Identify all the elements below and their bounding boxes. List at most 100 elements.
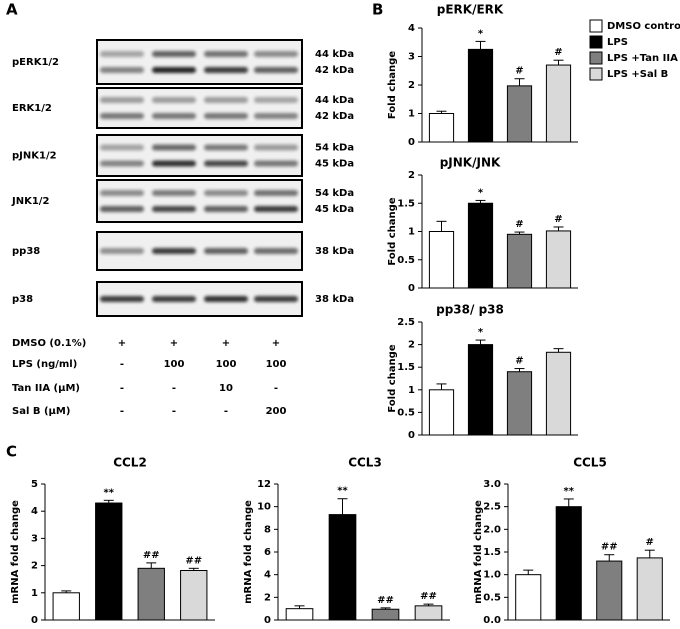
blot-label: p38 — [12, 294, 33, 305]
treatment-cell: 100 — [216, 359, 237, 370]
bar — [545, 64, 572, 143]
legend-label: LPS — [607, 37, 628, 48]
y-tick-label: 0 — [31, 615, 38, 626]
blot-band — [204, 67, 248, 73]
blot-band — [100, 51, 144, 57]
y-tick-label: 2.5 — [397, 317, 415, 328]
significance-mark: # — [646, 537, 654, 548]
bar — [555, 506, 582, 621]
y-tick-label: 4 — [264, 570, 271, 581]
panel-label: B — [372, 1, 383, 19]
bar — [428, 113, 455, 143]
treatment-cell: + — [222, 338, 230, 349]
y-tick-label: 2.5 — [483, 502, 501, 513]
y-tick-label: 5 — [31, 479, 38, 490]
y-tick-label: 10 — [257, 502, 271, 513]
y-tick-label: 3 — [408, 52, 415, 63]
y-tick-label: 2 — [264, 592, 271, 603]
kda-label: 45 kDa — [315, 159, 354, 170]
blot-band — [204, 113, 248, 119]
bar — [285, 608, 314, 621]
significance-mark: * — [478, 28, 484, 39]
chart-title: pp38/ p38 — [436, 303, 504, 317]
blot-frame — [96, 87, 303, 129]
significance-mark: ** — [104, 487, 115, 498]
blot-band — [254, 206, 298, 212]
y-tick-label: 0 — [408, 283, 415, 294]
y-tick-label: 4 — [408, 23, 415, 34]
bar — [506, 85, 533, 143]
y-tick-label: 0.5 — [397, 255, 415, 266]
y-tick-label: 1.5 — [483, 547, 501, 558]
treatment-cell: + — [118, 338, 126, 349]
kda-label: 54 kDa — [315, 188, 354, 199]
chart-title: pJNK/JNK — [440, 156, 501, 170]
y-tick-label: 1 — [408, 109, 415, 120]
blot-band — [254, 160, 298, 167]
legend-swatch — [589, 51, 603, 65]
bar — [515, 574, 542, 621]
treatment-label: LPS (ng/ml) — [12, 359, 77, 370]
y-tick-label: 3.0 — [483, 479, 501, 490]
blot-band — [204, 206, 248, 212]
y-tick-label: 2 — [408, 340, 415, 351]
significance-mark: ## — [377, 595, 394, 606]
legend-swatch — [589, 19, 603, 33]
y-axis-label: Fold change — [387, 344, 398, 412]
treatment-cell: 200 — [266, 406, 287, 417]
blot-band — [152, 160, 196, 167]
blot-label: ERK1/2 — [12, 103, 52, 114]
y-tick-label: 0 — [408, 430, 415, 441]
blot-band — [152, 190, 196, 196]
y-tick-label: 1.0 — [483, 570, 501, 581]
treatment-label: DMSO (0.1%) — [12, 338, 86, 349]
blot-band — [100, 97, 144, 103]
panel-label: A — [6, 1, 18, 19]
y-tick-label: 2 — [408, 80, 415, 91]
bar — [328, 514, 357, 621]
bar — [428, 231, 455, 289]
kda-label: 42 kDa — [315, 65, 354, 76]
bar — [545, 230, 572, 289]
blot-band — [100, 248, 144, 254]
y-axis-label: mRNA fold change — [243, 500, 254, 604]
bar — [52, 592, 80, 621]
bar — [545, 351, 572, 436]
kda-label: 38 kDa — [315, 294, 354, 305]
blot-frame — [96, 134, 303, 177]
bar — [467, 202, 494, 289]
blot-band — [100, 144, 144, 151]
treatment-cell: - — [172, 406, 176, 417]
blot-band — [204, 296, 248, 302]
y-tick-label: 0.0 — [483, 615, 501, 626]
blot-band — [100, 206, 144, 212]
significance-mark: # — [515, 219, 523, 230]
blot-band — [152, 144, 196, 151]
bar — [596, 560, 623, 621]
blot-band — [152, 113, 196, 119]
significance-mark: ## — [601, 542, 618, 553]
significance-mark: ## — [420, 591, 437, 602]
treatment-cell: - — [120, 359, 124, 370]
blot-band — [254, 190, 298, 196]
legend-swatch — [589, 35, 603, 49]
blot-band — [152, 248, 196, 254]
blot-label: JNK1/2 — [11, 196, 49, 207]
chart-title: CCL3 — [348, 456, 382, 470]
blot-band — [100, 67, 144, 73]
y-axis-label: Fold change — [387, 51, 398, 119]
significance-mark: ## — [185, 555, 202, 566]
y-tick-label: 12 — [257, 479, 271, 490]
treatment-cell: - — [224, 406, 228, 417]
blot-band — [100, 160, 144, 167]
blot-band — [254, 51, 298, 57]
blot-frame — [96, 179, 303, 223]
y-tick-label: 2 — [31, 561, 38, 572]
chart-title: pERK/ERK — [437, 3, 504, 17]
significance-mark: # — [515, 356, 523, 367]
y-tick-label: 1 — [408, 385, 415, 396]
significance-mark: * — [478, 187, 484, 198]
blot-band — [254, 248, 298, 254]
blot-band — [254, 113, 298, 119]
